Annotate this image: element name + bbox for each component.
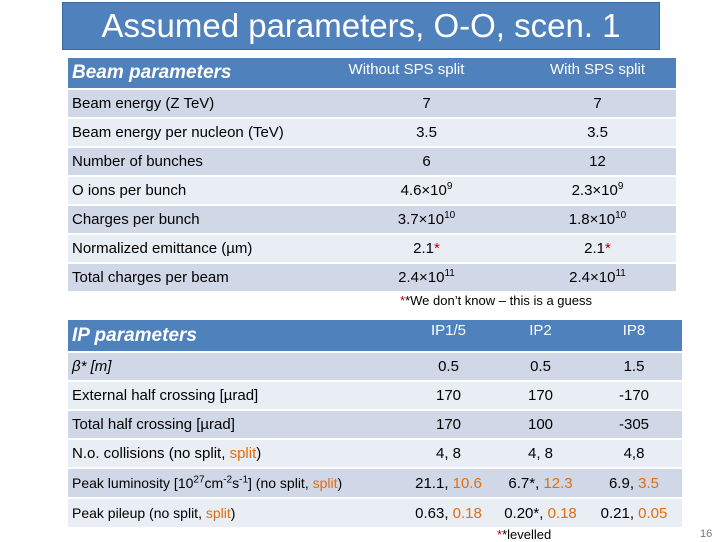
table-row: Total half crossing [µrad] 170 100 -305 [68, 411, 682, 438]
row-label: Beam energy per nucleon (TeV) [68, 119, 334, 146]
row-label: Peak luminosity [1027cm-2s-1] (no split,… [68, 469, 402, 497]
table-row: β* [m] 0.5 0.5 1.5 [68, 353, 682, 380]
table-row: O ions per bunch 4.6×109 2.3×109 [68, 177, 676, 204]
value-ip15: 0.63, 0.18 [402, 499, 495, 527]
value-ip15: 4, 8 [402, 440, 495, 467]
row-label: Normalized emittance (µm) [68, 235, 334, 262]
row-label: Beam energy (Z TeV) [68, 90, 334, 117]
ip-header-row: IP parameters IP1/5 IP2 IP8 [68, 320, 682, 351]
row-label: Number of bunches [68, 148, 334, 175]
value-with: 2.3×109 [519, 177, 676, 204]
value-ip8: 6.9, 3.5 [586, 469, 682, 497]
beam-header-with: With SPS split [519, 58, 676, 88]
value-ip8: -305 [586, 411, 682, 438]
row-label: Charges per bunch [68, 206, 334, 233]
row-label: β* [m] [68, 353, 402, 380]
value-ip2: 100 [495, 411, 586, 438]
value-without: 3.7×1010 [334, 206, 519, 233]
row-label: O ions per bunch [68, 177, 334, 204]
value-with: 7 [519, 90, 676, 117]
ip-header-ip15: IP1/5 [402, 320, 495, 351]
ip-header-ip8: IP8 [586, 320, 682, 351]
value-ip2: 6.7*, 12.3 [495, 469, 586, 497]
page-number: 16 [700, 528, 713, 540]
value-with: 3.5 [519, 119, 676, 146]
table-row: N.o. collisions (no split, split) 4, 8 4… [68, 440, 682, 467]
ip-header-label: IP parameters [68, 320, 402, 351]
value-ip2: 170 [495, 382, 586, 409]
levelled-footnote: **levelled [497, 527, 552, 542]
value-with: 12 [519, 148, 676, 175]
ip-parameters-table: IP parameters IP1/5 IP2 IP8 β* [m] 0.5 0… [68, 318, 682, 529]
beam-header-label: Beam parameters [68, 58, 334, 88]
table-row: Total charges per beam 2.4×1011 2.4×1011 [68, 264, 676, 291]
value-ip8: -170 [586, 382, 682, 409]
beam-parameters-table: Beam parameters Without SPS split With S… [68, 56, 676, 293]
beam-header-without: Without SPS split [334, 58, 519, 88]
value-with: 2.4×1011 [519, 264, 676, 291]
value-ip2: 0.20*, 0.18 [495, 499, 586, 527]
table-row: Normalized emittance (µm) 2.1* 2.1* [68, 235, 676, 262]
beam-header-row: Beam parameters Without SPS split With S… [68, 58, 676, 88]
value-ip15: 170 [402, 382, 495, 409]
table-row: Beam energy (Z TeV) 7 7 [68, 90, 676, 117]
value-without: 4.6×109 [334, 177, 519, 204]
value-without: 2.1* [334, 235, 519, 262]
value-without: 6 [334, 148, 519, 175]
value-ip15: 170 [402, 411, 495, 438]
value-without: 2.4×1011 [334, 264, 519, 291]
value-ip8: 1.5 [586, 353, 682, 380]
table-row: Peak luminosity [1027cm-2s-1] (no split,… [68, 469, 682, 497]
row-label: Total half crossing [µrad] [68, 411, 402, 438]
value-ip8: 0.21, 0.05 [586, 499, 682, 527]
value-ip15: 21.1, 10.6 [402, 469, 495, 497]
row-label: Total charges per beam [68, 264, 334, 291]
row-label: N.o. collisions (no split, split) [68, 440, 402, 467]
table-row: Charges per bunch 3.7×1010 1.8×1010 [68, 206, 676, 233]
value-with: 2.1* [519, 235, 676, 262]
value-ip2: 4, 8 [495, 440, 586, 467]
table-row: Number of bunches 6 12 [68, 148, 676, 175]
value-without: 3.5 [334, 119, 519, 146]
value-ip2: 0.5 [495, 353, 586, 380]
table-row: Peak pileup (no split, split) 0.63, 0.18… [68, 499, 682, 527]
row-label: External half crossing [µrad] [68, 382, 402, 409]
table-row: Beam energy per nucleon (TeV) 3.5 3.5 [68, 119, 676, 146]
ip-header-ip2: IP2 [495, 320, 586, 351]
table-row: External half crossing [µrad] 170 170 -1… [68, 382, 682, 409]
value-with: 1.8×1010 [519, 206, 676, 233]
row-label: Peak pileup (no split, split) [68, 499, 402, 527]
guess-footnote: **We don’t know – this is a guess [400, 293, 592, 308]
value-without: 7 [334, 90, 519, 117]
value-ip15: 0.5 [402, 353, 495, 380]
slide-title: Assumed parameters, O-O, scen. 1 [62, 2, 660, 50]
value-ip8: 4,8 [586, 440, 682, 467]
